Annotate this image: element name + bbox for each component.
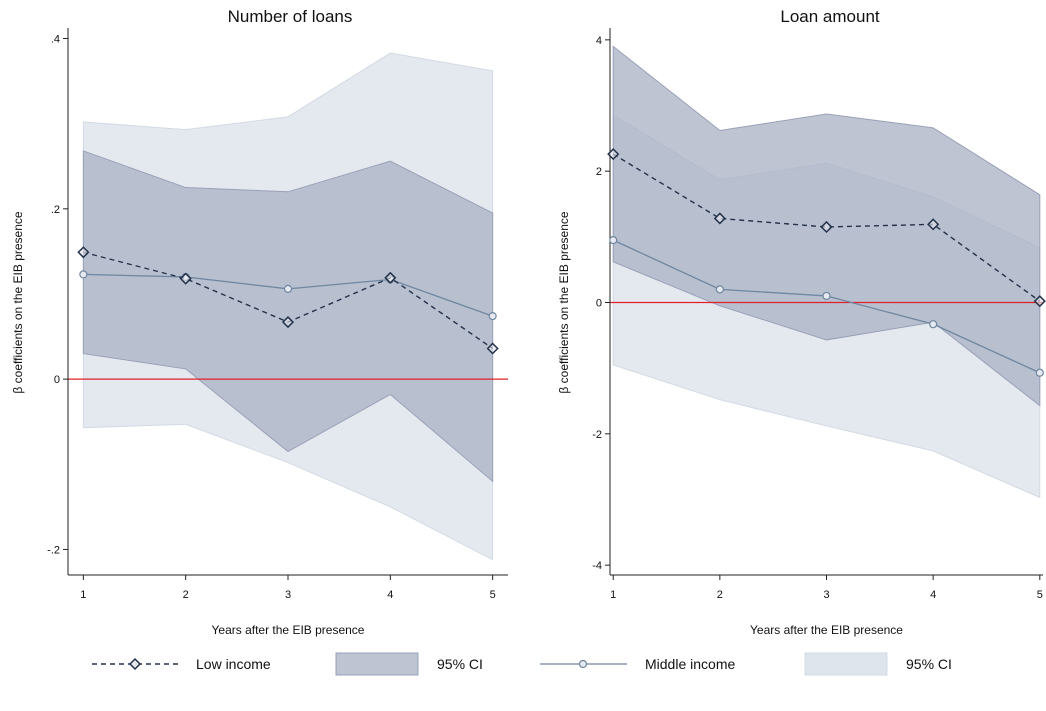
panel-title: Number of loans <box>228 7 353 26</box>
data-point-low-income <box>713 212 726 225</box>
data-point-middle-income <box>488 312 497 321</box>
y-tick-label: .2 <box>51 204 60 216</box>
chart-panel-1: Number of loans -.2 0 .2 .4 1 2 3 4 5 Years after … <box>11 7 508 637</box>
legend-marker-middle-income <box>578 659 588 669</box>
legend-label-middle-income: Middle income <box>645 656 735 672</box>
data-point-low-income <box>607 148 620 161</box>
data-point-middle-income <box>822 291 831 301</box>
y-tick-label: .4 <box>51 34 60 46</box>
y-tick-label: 0 <box>596 298 602 310</box>
chart-panel-2: Loan amount -4 -2 0 2 4 1 2 3 4 5 Years after the E… <box>557 7 1046 637</box>
x-axis-label: Years after the EIB presence <box>750 623 903 637</box>
x-tick-label: 4 <box>930 589 936 601</box>
x-tick-label: 1 <box>80 589 86 601</box>
legend-marker-low-income <box>128 657 142 671</box>
y-tick-label: 0 <box>54 374 60 386</box>
y-tick-label: -2 <box>592 429 602 441</box>
y-tick-label: 4 <box>596 35 602 47</box>
x-tick-label: 4 <box>387 589 393 601</box>
data-point-middle-income <box>929 320 938 329</box>
x-tick-label: 5 <box>1037 589 1043 601</box>
legend-label-low-income: Low income <box>196 656 271 672</box>
x-tick-label: 3 <box>285 589 291 601</box>
x-tick-label: 2 <box>183 589 189 601</box>
y-tick-label: -4 <box>592 560 602 572</box>
y-tick-label: -.2 <box>47 544 60 556</box>
data-point-low-income <box>820 220 833 234</box>
data-point-middle-income <box>609 236 618 245</box>
x-axis-label: Years after the EIB presence <box>212 623 365 637</box>
legend-swatch-light-ci <box>804 652 888 676</box>
data-point-low-income <box>77 246 90 259</box>
data-point-middle-income <box>79 270 88 279</box>
data-point-middle-income <box>283 284 293 293</box>
legend-label-ci-middle: 95% CI <box>906 656 952 672</box>
x-tick-label: 1 <box>610 589 616 601</box>
x-tick-label: 2 <box>717 589 723 601</box>
legend: Low income 95% CI Middle income 95% CI <box>92 652 952 676</box>
data-point-low-income <box>486 342 499 355</box>
series-line-low-income <box>612 153 1041 302</box>
y-axis-label: β coefficients on the EIB presence <box>557 211 571 393</box>
data-point-low-income <box>1033 295 1046 308</box>
data-point-low-income <box>384 271 397 284</box>
panel-title: Loan amount <box>780 7 880 26</box>
legend-label-ci-low: 95% CI <box>437 656 483 672</box>
x-tick-label: 3 <box>823 589 829 601</box>
data-point-middle-income <box>1035 368 1044 377</box>
data-point-low-income <box>179 272 192 285</box>
data-point-middle-income <box>715 285 724 294</box>
data-point-low-income <box>281 316 295 329</box>
y-tick-label: 2 <box>596 166 602 178</box>
legend-swatch-dark-ci <box>335 652 419 676</box>
x-tick-label: 5 <box>490 589 496 601</box>
y-axis-label: β coefficients on the EIB presence <box>11 211 25 393</box>
data-point-low-income <box>927 218 940 231</box>
